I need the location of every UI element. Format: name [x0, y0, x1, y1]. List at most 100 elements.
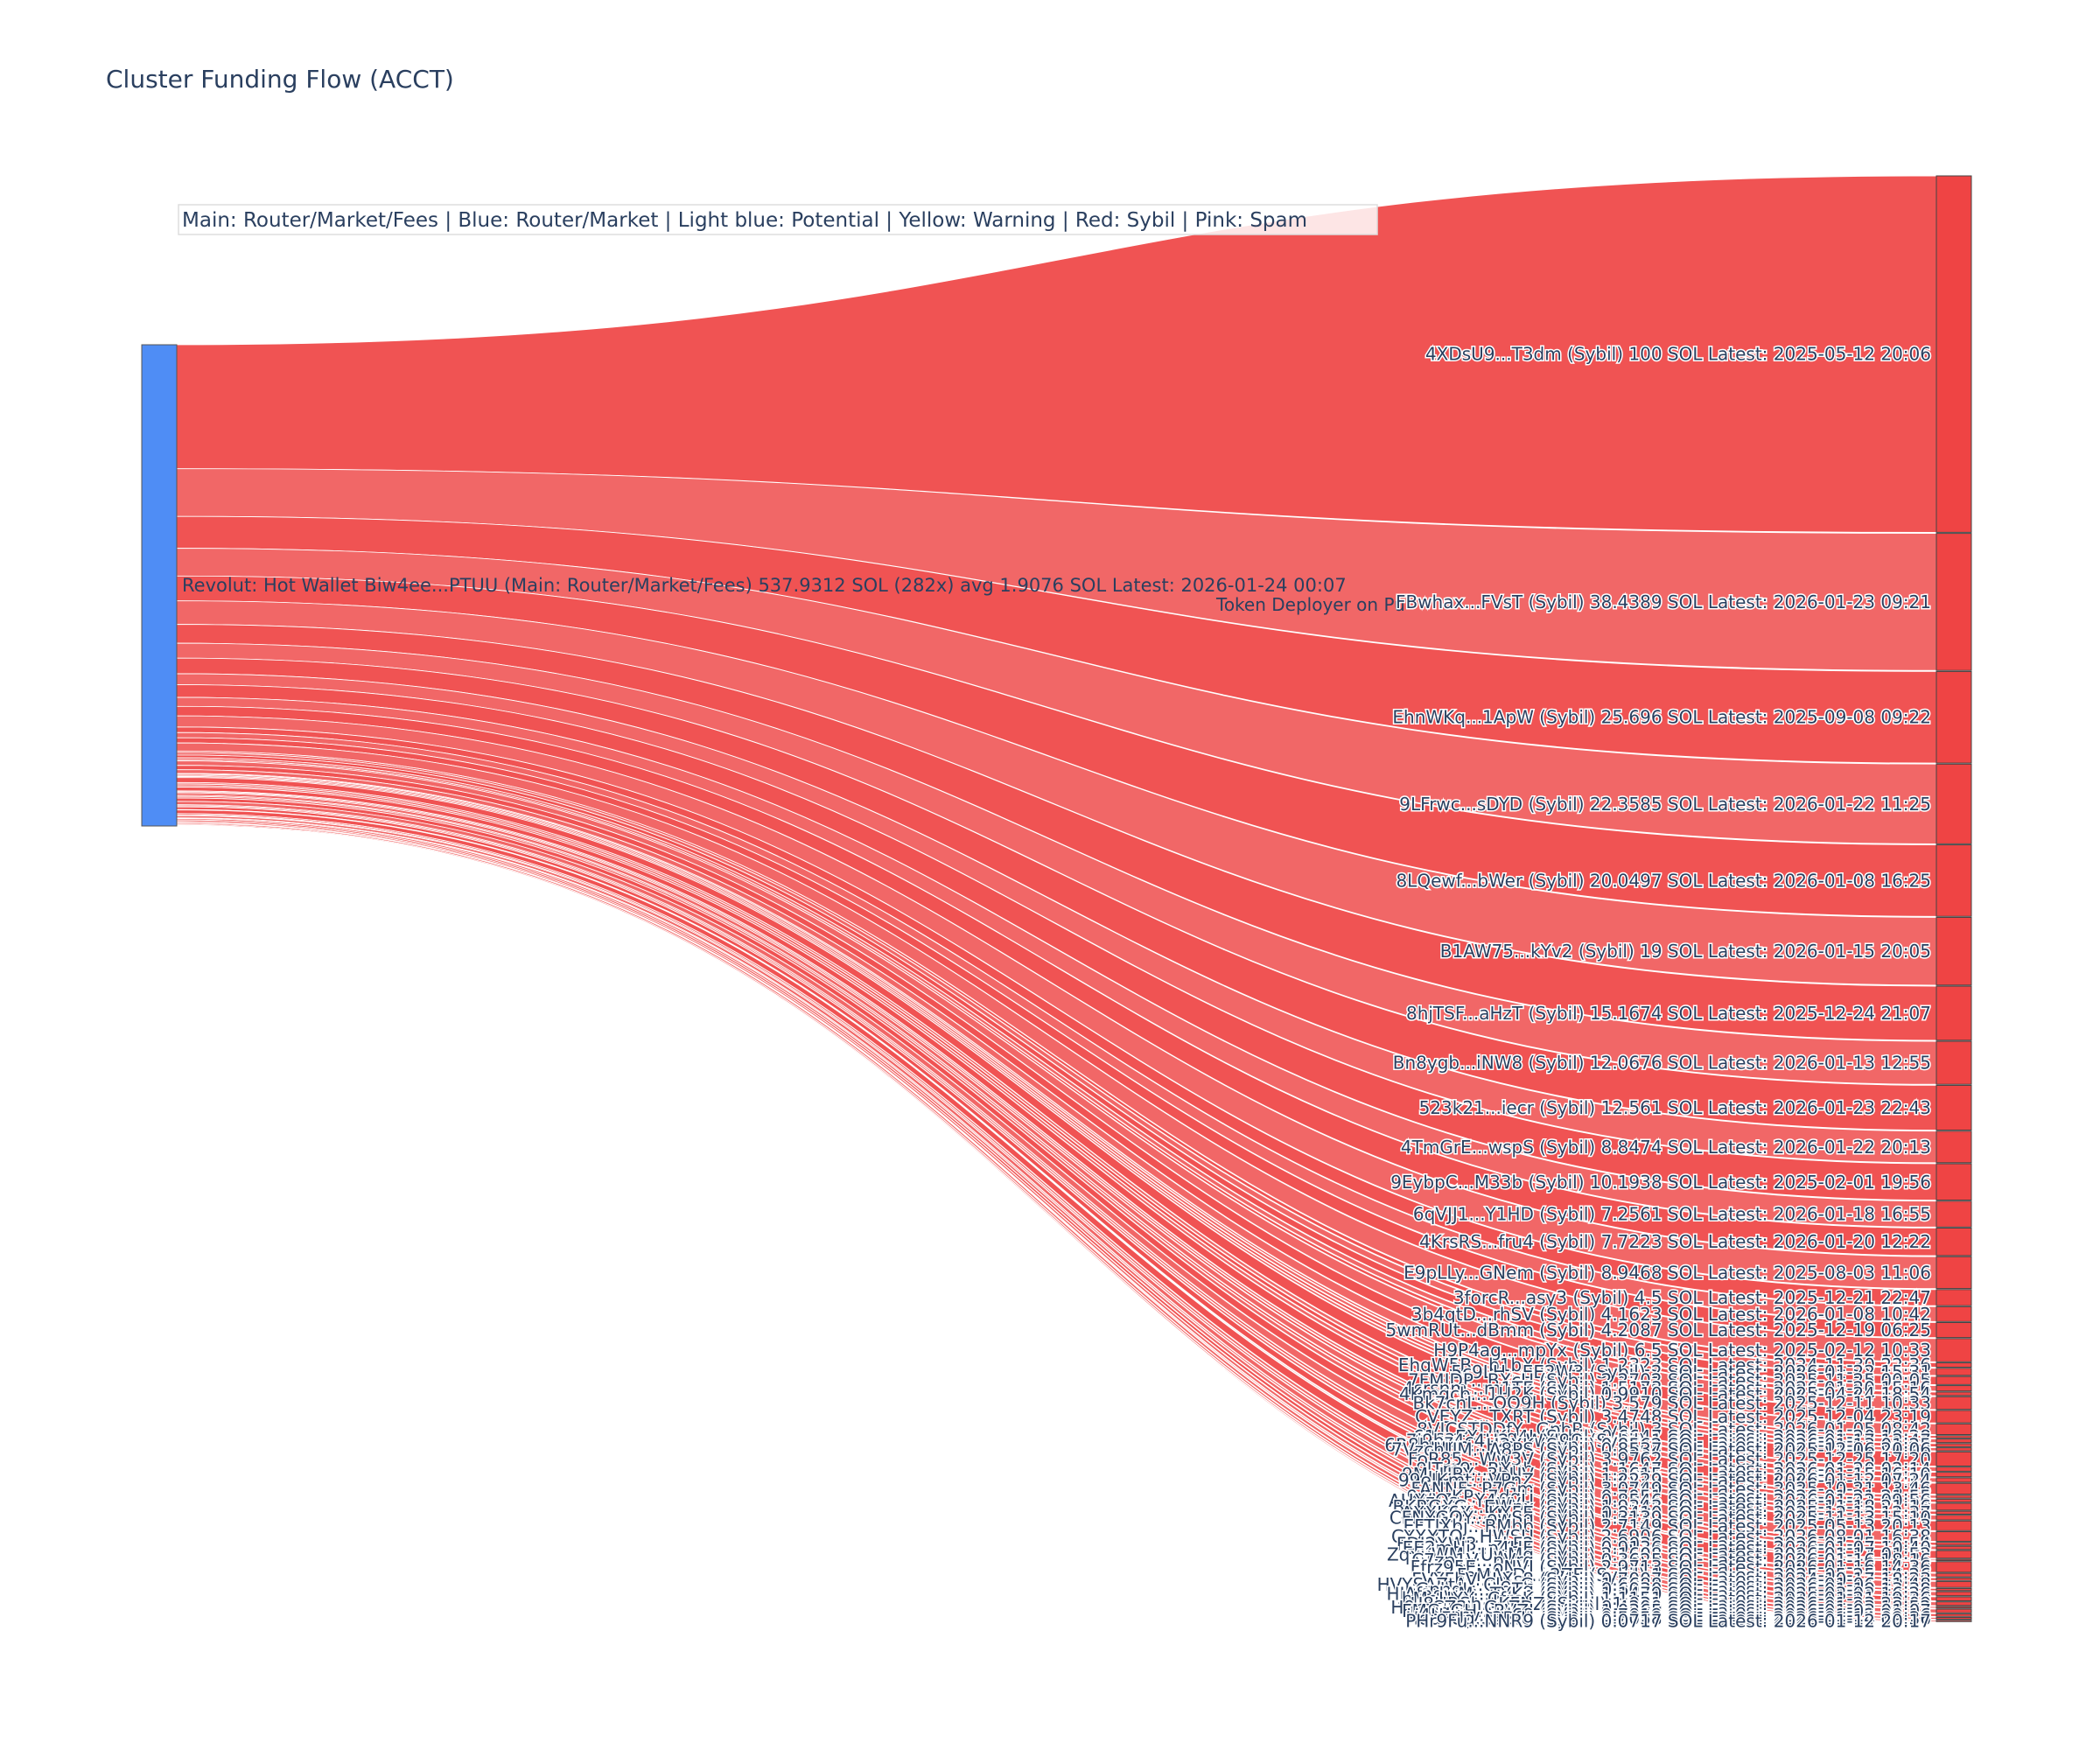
target-node[interactable]: [1936, 1040, 1972, 1085]
target-node-label: CVEYZ...TXRT (Sybil) 3.4748 SOL Latest: …: [1415, 1406, 1931, 1427]
target-node[interactable]: [1936, 1550, 1972, 1559]
target-node-label: Ffrz95E...oNVJ (Sybil) 2.9713 SOL Latest…: [1410, 1557, 1931, 1578]
target-node[interactable]: [1936, 1510, 1972, 1515]
target-node[interactable]: [1936, 1368, 1972, 1376]
target-node-label: FVYFhV...LXs8 (Sybil) 0.7007 SOL Latest:…: [1411, 1569, 1931, 1590]
target-node-label: 6qVJJ1...Y1HD (Sybil) 7.2561 SOL Latest:…: [1413, 1204, 1931, 1225]
target-node[interactable]: [1936, 1438, 1972, 1444]
target-node-label: 8LQewf...bWer (Sybil) 20.0497 SOL Latest…: [1396, 870, 1931, 891]
target-node-label: FoR85...Ww3V (Sybil) 3.9762 SOL Latest: …: [1408, 1448, 1931, 1469]
target-node-label: EhqW5B...b1bX (Sybil) 1.2323 SOL Latest:…: [1398, 1354, 1931, 1376]
target-node-label: 9EybpC...M33b (Sybil) 10.1938 SOL Latest…: [1390, 1172, 1931, 1193]
target-node-label: GnhdJr...ggTq (Sybil) 0.6030 SOL Latest:…: [1416, 1579, 1931, 1600]
target-node[interactable]: [1936, 1410, 1972, 1424]
target-node-label: H4Hmsv...hi68 (Sybil) 0.7019 SOL Latest:…: [1406, 1605, 1931, 1626]
target-node-label: H9P4ag...mpYx (Sybil) 6.5 SOL Latest: 20…: [1433, 1340, 1931, 1361]
target-node[interactable]: [1936, 1322, 1972, 1339]
target-node[interactable]: [1936, 985, 1972, 1041]
target-node[interactable]: [1936, 1376, 1972, 1385]
target-node[interactable]: [1936, 844, 1972, 917]
target-node[interactable]: [1936, 1338, 1972, 1362]
target-node-label: PHr9Fu...NNR9 (Sybil) 0.0717 SOL Latest:…: [1405, 1610, 1931, 1631]
target-node[interactable]: [1936, 1542, 1972, 1546]
target-node[interactable]: [1936, 1130, 1972, 1164]
target-node[interactable]: [1936, 1608, 1972, 1614]
target-node[interactable]: [1936, 1531, 1972, 1542]
target-node[interactable]: [1936, 1447, 1972, 1452]
target-node-label: AXXK6X...KX5E (Sybil) 0.8410 SOL Latest:…: [1401, 1502, 1931, 1523]
target-node[interactable]: [1936, 1385, 1972, 1392]
target-node[interactable]: [1936, 1256, 1972, 1290]
target-node-label: 8VJCSTDDfY...GpbR (Sybil) 3 SOL Latest: …: [1417, 1418, 1931, 1439]
target-node[interactable]: [1936, 1472, 1972, 1478]
target-node[interactable]: [1936, 1596, 1972, 1601]
source-node[interactable]: [141, 344, 178, 827]
target-node-label: Bk7cnL...QQ9H (Sybil) 3.579 SOL Latest: …: [1413, 1392, 1932, 1413]
target-node-label: HVYSAZtA...ClesG (Sybil) 1.6688 SOL Late…: [1377, 1574, 1931, 1595]
target-node[interactable]: [1936, 1289, 1972, 1306]
legend-background: [178, 204, 1378, 235]
target-node[interactable]: [1936, 1580, 1972, 1588]
target-node-label: AHXzQs...Y4wvU (Sybil) 0.8546 SOL Latest…: [1389, 1490, 1931, 1511]
target-node[interactable]: [1936, 1163, 1972, 1201]
target-node[interactable]: [1936, 763, 1972, 844]
target-node-label: 4XDsU9...T3dm (Sybil) 100 SOL Latest: 20…: [1425, 344, 1931, 365]
target-node-label: 4srsnm...m1TE (Sybil) 1.5173 SOL Latest:…: [1403, 1378, 1931, 1399]
target-node[interactable]: [1936, 1520, 1972, 1531]
target-node[interactable]: [1936, 1502, 1972, 1511]
target-node-label: 7FMJDP...BXcU (Sybil) 2.2702 SOL Latest:…: [1408, 1370, 1931, 1391]
target-node[interactable]: [1936, 1577, 1972, 1581]
target-node[interactable]: [1936, 1362, 1972, 1368]
target-node[interactable]: [1936, 1498, 1972, 1503]
target-node[interactable]: [1936, 1084, 1972, 1131]
target-node-label: FBwhax...FVsT (Sybil) 38.4389 SOL Latest…: [1396, 592, 1931, 612]
target-node[interactable]: [1936, 1616, 1972, 1620]
target-node[interactable]: [1936, 1306, 1972, 1322]
target-node[interactable]: [1936, 1494, 1972, 1499]
target-node-label: 9MuUBY...3bUV (Sybil) 1.2615 SOL Latest:…: [1402, 1464, 1931, 1485]
target-node[interactable]: [1936, 1228, 1972, 1256]
target-node-label: FANNF...P7Gm (Sybil) 3.0749 SOL Latest: …: [1411, 1478, 1931, 1499]
target-node[interactable]: [1936, 1515, 1972, 1521]
target-node-label: 9lTm9...RXub (Sybil) 1.1647 SOL Latest: …: [1416, 1459, 1931, 1480]
target-node-label: 9LFrwc...sDYD (Sybil) 22.3585 SOL Latest…: [1399, 794, 1931, 815]
target-node[interactable]: [1936, 1466, 1972, 1472]
target-node[interactable]: [1936, 1451, 1972, 1466]
target-node[interactable]: [1936, 916, 1972, 986]
target-node[interactable]: [1936, 670, 1972, 764]
target-node-label: 7j9bz4c4U2...WYJ9Q (Sybil) 1 SOL Latest:…: [1406, 1431, 1931, 1452]
target-node[interactable]: [1936, 1396, 1972, 1410]
target-node-label: HquFUg...3BfU (Sybil) 0.5058 SOL Latest:…: [1405, 1608, 1931, 1629]
target-node-label: FMCqGH...RVZJ (Sybil) 1.0365 SOL Latest:…: [1402, 1600, 1931, 1621]
target-node[interactable]: [1936, 1435, 1972, 1438]
target-node[interactable]: [1936, 1591, 1972, 1597]
target-node[interactable]: [1936, 1482, 1972, 1495]
target-node[interactable]: [1936, 1601, 1972, 1606]
target-node[interactable]: [1936, 1545, 1972, 1550]
target-node-label: GYXXTQ...HWSU (Sybil) 2.6906 SOL Latest:…: [1391, 1526, 1931, 1547]
target-node-label: EhnWKq...1ApW (Sybil) 25.696 SOL Latest:…: [1392, 707, 1931, 728]
target-node[interactable]: [1936, 1423, 1972, 1436]
target-node[interactable]: [1936, 1572, 1972, 1578]
target-node[interactable]: [1936, 1200, 1972, 1228]
target-node[interactable]: [1936, 533, 1972, 671]
target-node[interactable]: [1936, 1606, 1972, 1609]
target-node-label: U8HRSh...KFNZ (Sybil) 1.031 SOL Latest: …: [1410, 1593, 1931, 1614]
target-node[interactable]: [1936, 1391, 1972, 1396]
target-node-label: EFTJXbj...BMbb (Sybil) 2.7149 SOL Latest…: [1404, 1516, 1931, 1536]
target-node-label: 4TmGrE...wspS (Sybil) 8.8474 SOL Latest:…: [1401, 1137, 1931, 1158]
target-node[interactable]: [1936, 175, 1972, 533]
target-node-label: HJAfadwM...TYKn (Sybil) 1.1479 SOL Lates…: [1386, 1583, 1931, 1604]
target-node[interactable]: [1936, 1620, 1972, 1622]
target-node[interactable]: [1936, 1558, 1972, 1562]
target-node[interactable]: [1936, 1613, 1972, 1617]
target-node[interactable]: [1936, 1477, 1972, 1483]
target-node[interactable]: [1936, 1587, 1972, 1592]
target-node[interactable]: [1936, 1443, 1972, 1447]
target-node-label: 5wmRUt...dBmm (Sybil) 4.2087 SOL Latest:…: [1386, 1320, 1931, 1340]
target-node-label: H9mCZ2...GaZD (Sybil) 0.4200 SOL Latest:…: [1390, 1597, 1931, 1618]
target-node-label: 9wyzKP...7dqU (Sybil) 0.7951 SOL Latest:…: [1407, 1486, 1931, 1507]
target-node[interactable]: [1936, 1561, 1972, 1573]
target-node-label: 5c9LH...EE2W3 (Sybil) 2 SOL Latest: 2026…: [1451, 1362, 1931, 1382]
